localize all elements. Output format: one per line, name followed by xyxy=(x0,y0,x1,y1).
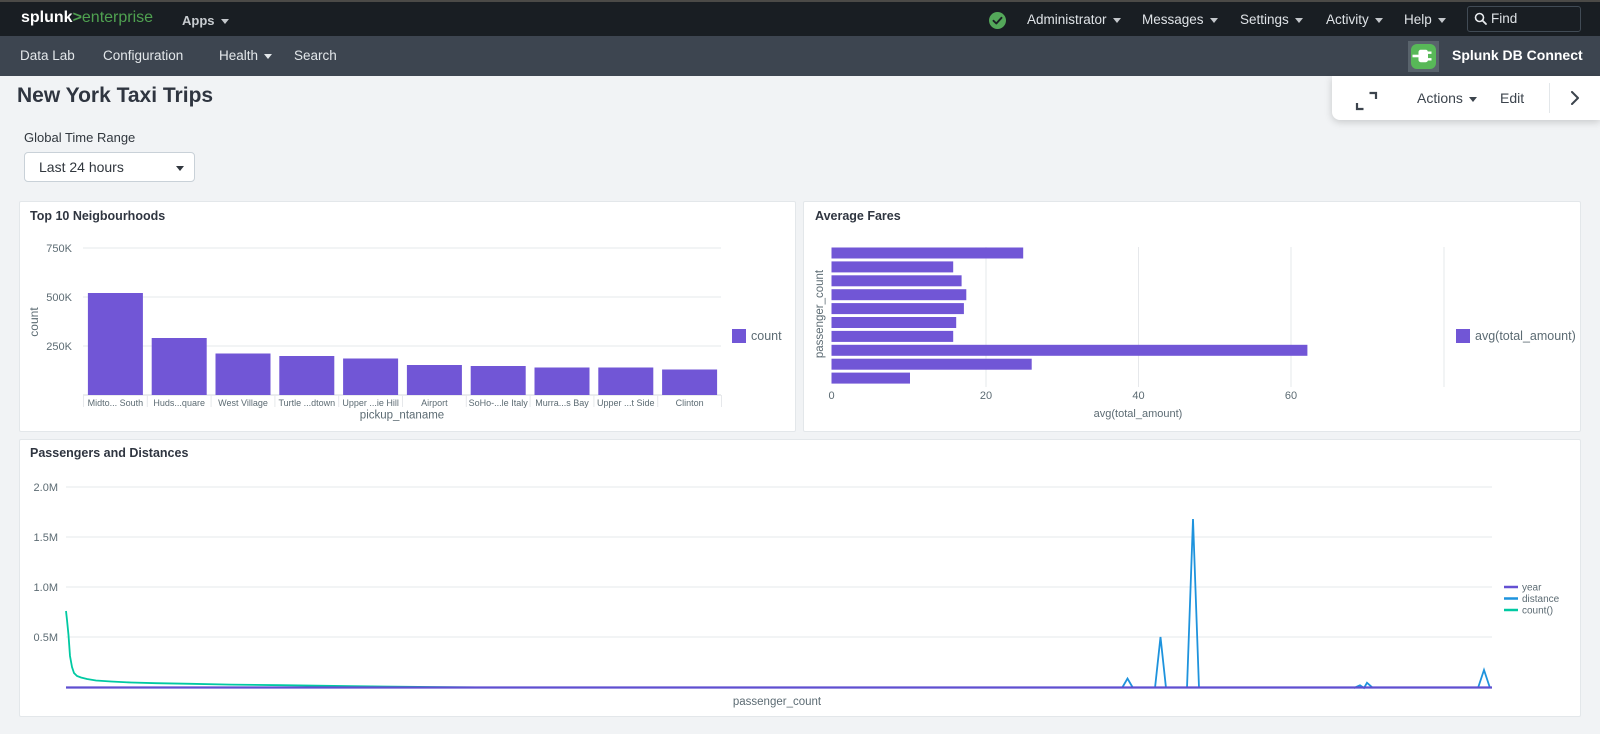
svg-text:20: 20 xyxy=(980,390,992,402)
svg-text:count: count xyxy=(27,307,41,337)
svg-text:passenger_count: passenger_count xyxy=(733,696,822,708)
svg-text:750K: 750K xyxy=(46,243,72,255)
svg-text:avg(total_amount): avg(total_amount) xyxy=(1475,329,1576,343)
svg-text:Passengers and Distances: Passengers and Distances xyxy=(30,446,188,460)
svg-text:SoHo-...le Italy: SoHo-...le Italy xyxy=(469,398,529,408)
svg-text:Airport: Airport xyxy=(421,398,448,408)
svg-text:Top 10 Neigbourhoods: Top 10 Neigbourhoods xyxy=(30,209,165,223)
svg-text:Huds...quare: Huds...quare xyxy=(153,398,205,408)
svg-text:pickup_ntaname: pickup_ntaname xyxy=(360,410,444,422)
svg-text:0: 0 xyxy=(828,390,834,402)
svg-text:250K: 250K xyxy=(46,341,72,353)
svg-text:Midto... South: Midto... South xyxy=(88,398,144,408)
svg-text:West Village: West Village xyxy=(218,398,268,408)
svg-text:1.0M: 1.0M xyxy=(34,582,58,594)
svg-text:Average Fares: Average Fares xyxy=(815,209,901,223)
svg-text:year: year xyxy=(1522,583,1542,594)
svg-text:40: 40 xyxy=(1132,390,1144,402)
svg-text:1.5M: 1.5M xyxy=(34,532,58,544)
svg-text:count: count xyxy=(751,329,782,343)
svg-text:0.5M: 0.5M xyxy=(34,632,58,644)
svg-text:Upper ...t Side: Upper ...t Side xyxy=(597,398,655,408)
svg-text:count(): count() xyxy=(1522,606,1553,617)
svg-text:avg(total_amount): avg(total_amount) xyxy=(1094,408,1183,420)
svg-text:Turtle ...dtown: Turtle ...dtown xyxy=(278,398,335,408)
svg-text:distance: distance xyxy=(1522,594,1560,605)
svg-text:500K: 500K xyxy=(46,292,72,304)
svg-text:Murra...s Bay: Murra...s Bay xyxy=(535,398,589,408)
svg-text:Clinton: Clinton xyxy=(676,398,704,408)
svg-text:2.0M: 2.0M xyxy=(34,482,58,494)
svg-text:Upper ...ie Hill: Upper ...ie Hill xyxy=(342,398,399,408)
svg-text:passenger_count: passenger_count xyxy=(814,269,826,358)
svg-text:60: 60 xyxy=(1285,390,1297,402)
